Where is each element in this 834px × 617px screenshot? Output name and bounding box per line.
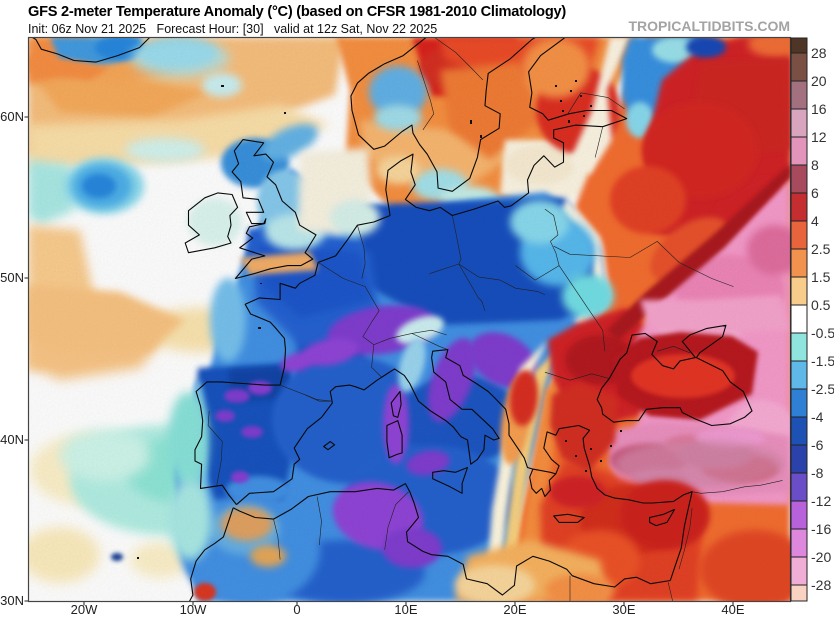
svg-text:40E: 40E <box>721 602 744 617</box>
svg-text:-20: -20 <box>811 549 831 565</box>
svg-text:0.5: 0.5 <box>811 297 831 313</box>
svg-text:40N: 40N <box>0 432 24 447</box>
svg-text:-0.5: -0.5 <box>811 325 834 341</box>
svg-text:50N: 50N <box>0 270 24 285</box>
svg-text:-1.5: -1.5 <box>811 353 834 369</box>
svg-text:-4: -4 <box>811 409 824 425</box>
svg-text:-6: -6 <box>811 437 824 453</box>
svg-text:6: 6 <box>811 185 819 201</box>
svg-text:-8: -8 <box>811 465 824 481</box>
svg-text:30N: 30N <box>0 593 24 608</box>
svg-text:10E: 10E <box>394 602 417 617</box>
svg-text:2.5: 2.5 <box>811 241 831 257</box>
svg-text:-2.5: -2.5 <box>811 381 834 397</box>
svg-text:0: 0 <box>293 602 300 617</box>
svg-text:30E: 30E <box>612 602 635 617</box>
svg-text:4: 4 <box>811 213 819 229</box>
svg-text:8: 8 <box>811 157 819 173</box>
svg-text:20W: 20W <box>71 602 98 617</box>
svg-text:10W: 10W <box>180 602 207 617</box>
svg-text:60N: 60N <box>0 109 24 124</box>
svg-text:-16: -16 <box>811 521 831 537</box>
svg-text:-12: -12 <box>811 493 831 509</box>
svg-text:-28: -28 <box>811 577 831 593</box>
svg-text:16: 16 <box>811 101 827 117</box>
svg-text:1.5: 1.5 <box>811 269 831 285</box>
svg-text:20: 20 <box>811 73 827 89</box>
svg-text:20E: 20E <box>503 602 526 617</box>
svg-text:28: 28 <box>811 45 827 61</box>
svg-text:12: 12 <box>811 129 827 145</box>
